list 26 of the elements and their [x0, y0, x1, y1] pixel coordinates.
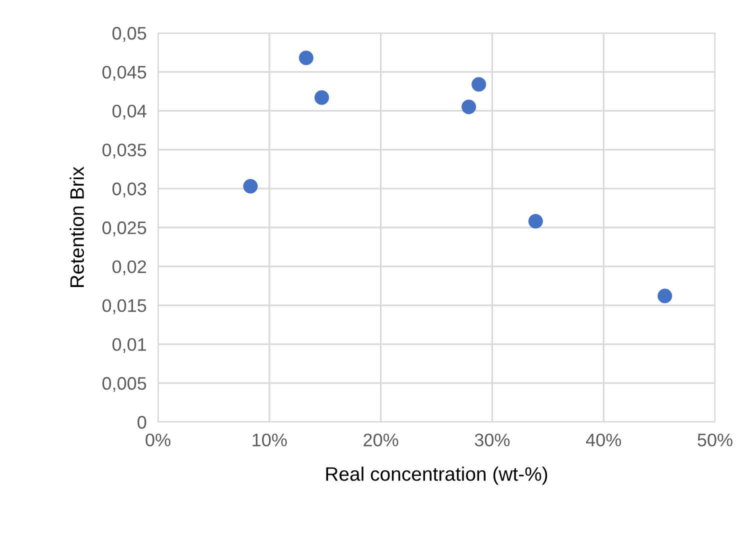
point	[658, 288, 672, 304]
x-tick-label: 10%	[252, 434, 287, 446]
x-tick-label: 0%	[146, 434, 170, 446]
x-tick-label: 50%	[698, 434, 732, 446]
y-tick-label: 0,02	[112, 260, 146, 276]
x-axis-title: Real concentration (wt-%)	[326, 466, 548, 485]
y-tick-label: 0,015	[102, 299, 146, 314]
point	[528, 214, 543, 229]
x-tick-label: 40%	[586, 434, 622, 446]
y-axis-title: Retention Brix	[70, 166, 84, 287]
x-tick-label: 30%	[474, 434, 510, 446]
y-tick-label: 0,04	[112, 104, 146, 120]
point	[472, 77, 486, 92]
y-tick-label: 0,025	[102, 221, 146, 236]
y-tick-label: 0,005	[102, 377, 146, 392]
x-tick-label: 20%	[364, 434, 398, 446]
point	[298, 50, 314, 66]
point	[314, 90, 330, 105]
y-tick-label: 0,03	[112, 182, 146, 198]
y-tick-label: 0	[138, 416, 146, 429]
y-tick-label: 0,05	[112, 26, 146, 42]
point	[243, 178, 258, 194]
point	[462, 100, 476, 114]
y-tick-label: 0,01	[112, 338, 146, 354]
y-tick-label: 0,045	[102, 66, 146, 81]
y-tick-label: 0,035	[102, 144, 146, 159]
